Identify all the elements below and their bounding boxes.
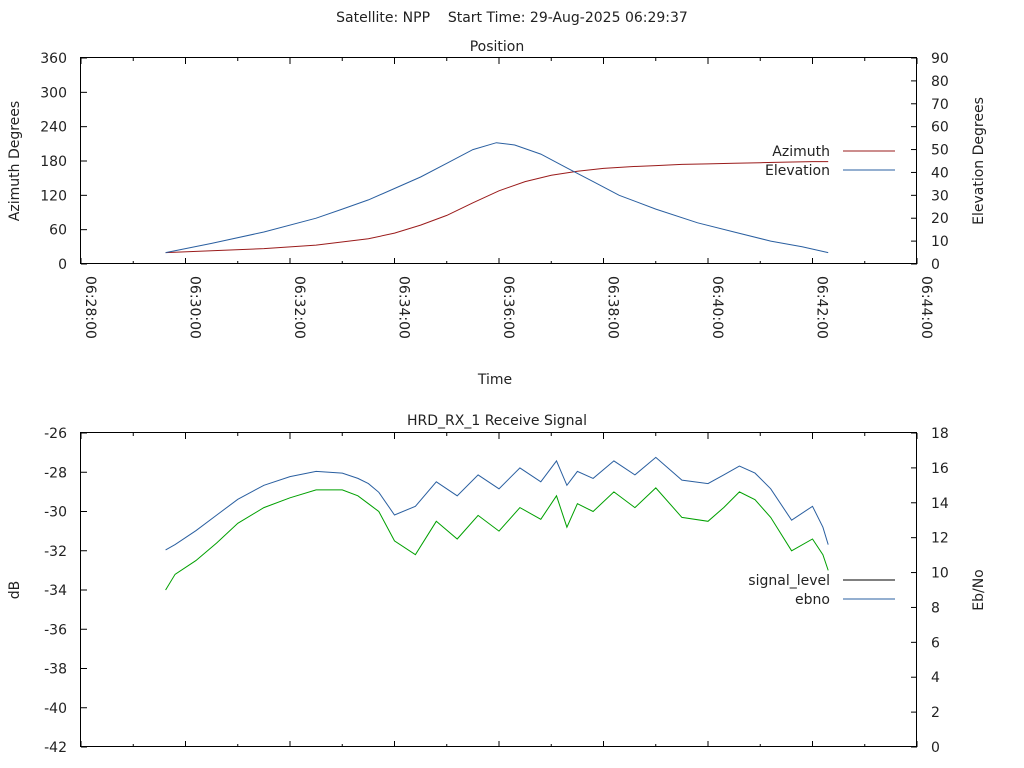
legend-label: Azimuth: [772, 144, 830, 160]
legend-label: ebno: [795, 592, 830, 608]
x-tick-label: 06:42:00: [814, 276, 830, 339]
y2-tick-label: 0: [931, 740, 940, 756]
position-ylabel: Azimuth Degrees: [7, 101, 23, 221]
signal-y2label: Eb/No: [971, 569, 987, 611]
position-legend: Azimuth Elevation: [765, 144, 895, 179]
y2-tick-label: 12: [931, 531, 949, 547]
figure-header: Satellite: NPP Start Time: 29-Aug-2025 0…: [336, 10, 688, 26]
y-tick-label: -26: [44, 426, 67, 442]
y2-tick-label: 6: [931, 635, 940, 651]
y-tick-label: 180: [40, 154, 67, 170]
x-tick-label: 06:30:00: [187, 276, 203, 339]
y2-tick-label: 8: [931, 600, 940, 616]
y-tick-label: -28: [44, 465, 67, 481]
series-line-elevation: [165, 142, 829, 254]
signal-title: HRD_RX_1 Receive Signal: [407, 413, 587, 429]
series-line-azimuth: [165, 161, 829, 254]
y2-tick-label: 70: [931, 97, 949, 113]
y2-tick-label: 10: [931, 566, 949, 582]
y2-tick-label: 10: [931, 234, 949, 250]
legend-label: signal_level: [748, 573, 830, 589]
y-tick-label: -34: [44, 583, 67, 599]
y2-tick-label: 30: [931, 188, 949, 204]
y-tick-label: 0: [58, 257, 67, 273]
y2-tick-label: 80: [931, 74, 949, 90]
series-line-signal-level: [165, 487, 829, 591]
x-tick-label: 06:40:00: [709, 276, 725, 339]
x-tick-label: 06:44:00: [918, 276, 934, 339]
y-tick-label: 120: [40, 188, 67, 204]
y2-tick-label: 90: [931, 51, 949, 67]
y-tick-label: -38: [44, 662, 67, 678]
y2-tick-label: 50: [931, 143, 949, 159]
y2-tick-label: 18: [931, 426, 949, 442]
signal-ylabel: dB: [7, 581, 23, 600]
y2-tick-label: 60: [931, 120, 949, 136]
y2-tick-label: 4: [931, 670, 940, 686]
signal-plot-frame: [80, 432, 917, 747]
x-tick-label: 06:28:00: [82, 276, 98, 339]
position-axes: 0 60 120 180 240 300 360 0 10 20 30 40 50 60 70 80 90 06:…: [40, 51, 949, 339]
y2-tick-label: 16: [931, 461, 949, 477]
y-tick-label: -36: [44, 622, 67, 638]
y-tick-label: 300: [40, 85, 67, 101]
x-tick-label: 06:32:00: [291, 276, 307, 339]
position-plot-frame: [80, 57, 917, 264]
position-series-group: [165, 142, 829, 254]
series-line-ebno: [165, 456, 829, 551]
x-tick-label: 06:34:00: [396, 276, 412, 339]
position-chart: Position Azimuth Degrees Elevation Degre…: [7, 39, 987, 388]
signal-series-group: [165, 456, 829, 591]
y-tick-label: -30: [44, 505, 67, 521]
y2-tick-label: 14: [931, 496, 949, 512]
y-tick-label: 60: [49, 223, 67, 239]
y2-tick-label: 2: [931, 705, 940, 721]
x-tick-label: 06:36:00: [500, 276, 516, 339]
y2-tick-label: 0: [931, 257, 940, 273]
signal-axes: -42 -40 -38 -36 -34 -32 -30 -28 -26 0 2 4 6 8 10 12 14 16…: [44, 426, 949, 756]
position-title: Position: [470, 39, 525, 55]
y-tick-label: 240: [40, 120, 67, 136]
y-tick-label: -32: [44, 544, 67, 560]
x-tick-label: 06:38:00: [605, 276, 621, 339]
position-y2label: Elevation Degrees: [971, 97, 987, 225]
position-xlabel: Time: [477, 372, 512, 388]
signal-chart: HRD_RX_1 Receive Signal dB Eb/No -42-40-…: [7, 413, 987, 756]
legend-label: Elevation: [765, 163, 830, 179]
y2-tick-label: 20: [931, 211, 949, 227]
y-tick-label: 360: [40, 51, 67, 67]
y2-tick-label: 40: [931, 165, 949, 181]
y-tick-label: -42: [44, 740, 67, 756]
y-tick-label: -40: [44, 701, 67, 717]
